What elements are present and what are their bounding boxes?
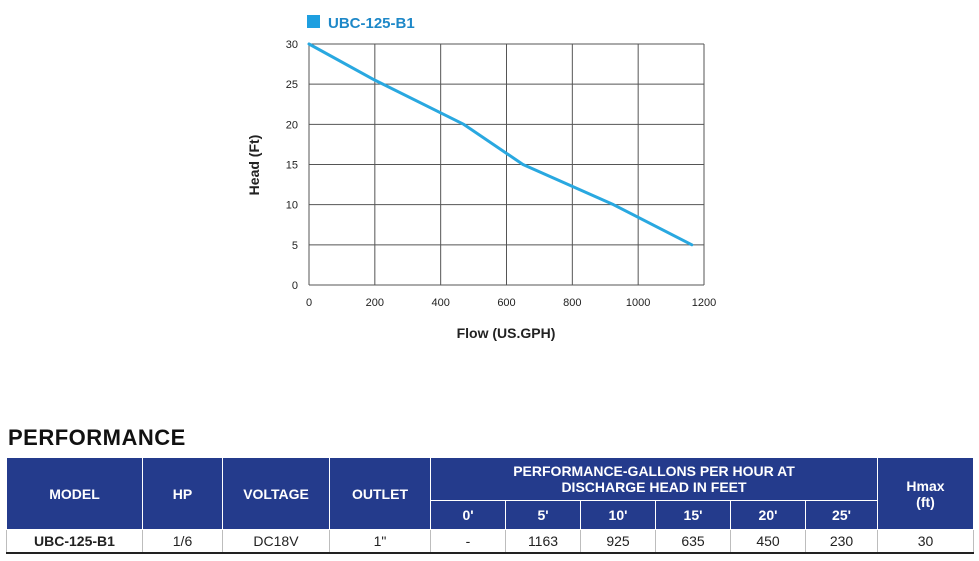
legend-label: UBC-125-B1 — [328, 15, 415, 32]
cell-model: UBC-125-B1 — [6, 529, 143, 554]
cell-outlet: 1" — [329, 529, 431, 554]
header-hp: HP — [142, 457, 223, 530]
cell-voltage: DC18V — [222, 529, 330, 554]
header-model: MODEL — [6, 457, 143, 530]
header-hmax-line2: (ft) — [916, 493, 935, 510]
y-tick-label: 20 — [286, 119, 298, 131]
performance-heading: PERFORMANCE — [8, 425, 186, 450]
cell-gph-0: - — [430, 529, 506, 554]
y-axis-title: Head (Ft) — [246, 135, 262, 196]
x-tick-label: 800 — [563, 297, 581, 309]
performance-chart: UBC-125-B1 0 200 400 600 800 1000 1200 0 5 10 15 20… — [246, 15, 716, 341]
cell-gph-15: 635 — [655, 529, 731, 554]
y-tick-label: 30 — [286, 39, 298, 51]
head-column-5: 5' — [505, 500, 581, 530]
performance-table: MODEL HP VOLTAGE OUTLET PERFORMANCE-GALL… — [6, 457, 974, 554]
cell-gph-5: 1163 — [505, 529, 581, 554]
head-column-15: 15' — [655, 500, 731, 530]
chart-ticks: 0 200 400 600 800 1000 1200 0 5 10 15 20 25 30 — [286, 39, 716, 309]
y-tick-label: 5 — [292, 240, 298, 252]
x-tick-label: 400 — [431, 297, 449, 309]
chart-grid — [308, 43, 705, 286]
y-tick-label: 10 — [286, 200, 298, 212]
legend-swatch — [307, 15, 320, 28]
header-performance-line2: DISCHARGE HEAD IN FEET — [561, 479, 747, 495]
chart-series — [307, 42, 694, 247]
y-tick-label: 15 — [286, 160, 298, 172]
cell-gph-25: 230 — [805, 529, 878, 554]
head-column-10: 10' — [580, 500, 656, 530]
x-axis-title: Flow (US.GPH) — [457, 325, 556, 341]
y-tick-label: 25 — [286, 79, 298, 91]
head-column-20: 20' — [730, 500, 806, 530]
x-tick-label: 1000 — [626, 297, 650, 309]
cell-gph-20: 450 — [730, 529, 806, 554]
header-outlet: OUTLET — [329, 457, 431, 530]
cell-gph-10: 925 — [580, 529, 656, 554]
head-column-25: 25' — [805, 500, 878, 530]
header-hmax-line1: Hmax — [906, 477, 945, 494]
table-row: UBC-125-B1 1/6 DC18V 1" - 1163 925 635 4… — [6, 529, 974, 554]
x-tick-label: 0 — [306, 297, 312, 309]
header-performance: PERFORMANCE-GALLONS PER HOUR AT DISCHARG… — [430, 457, 878, 501]
header-voltage: VOLTAGE — [222, 457, 330, 530]
header-performance-line1: PERFORMANCE-GALLONS PER HOUR AT — [513, 463, 795, 479]
y-tick-label: 0 — [292, 280, 298, 292]
x-tick-label: 600 — [497, 297, 515, 309]
x-tick-label: 200 — [366, 297, 384, 309]
x-tick-label: 1200 — [692, 297, 716, 309]
cell-hp: 1/6 — [142, 529, 223, 554]
header-hmax: Hmax (ft) — [877, 457, 974, 530]
series-line — [307, 42, 694, 247]
head-column-0: 0' — [430, 500, 506, 530]
cell-hmax: 30 — [877, 529, 974, 554]
